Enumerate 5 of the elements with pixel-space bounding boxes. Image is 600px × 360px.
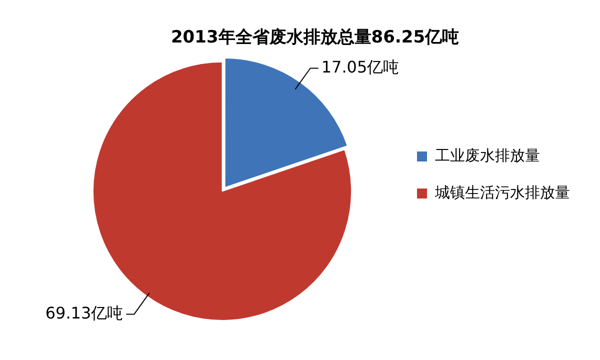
data-label: 69.13亿吨 (45, 303, 124, 322)
chart-title: 2013年全省废水排放总量86.25亿吨 (170, 28, 460, 48)
data-label: 17.05亿吨 (321, 57, 400, 76)
legend-label: 城镇生活污水排放量 (434, 183, 570, 202)
legend-label: 工业废水排放量 (435, 146, 540, 164)
